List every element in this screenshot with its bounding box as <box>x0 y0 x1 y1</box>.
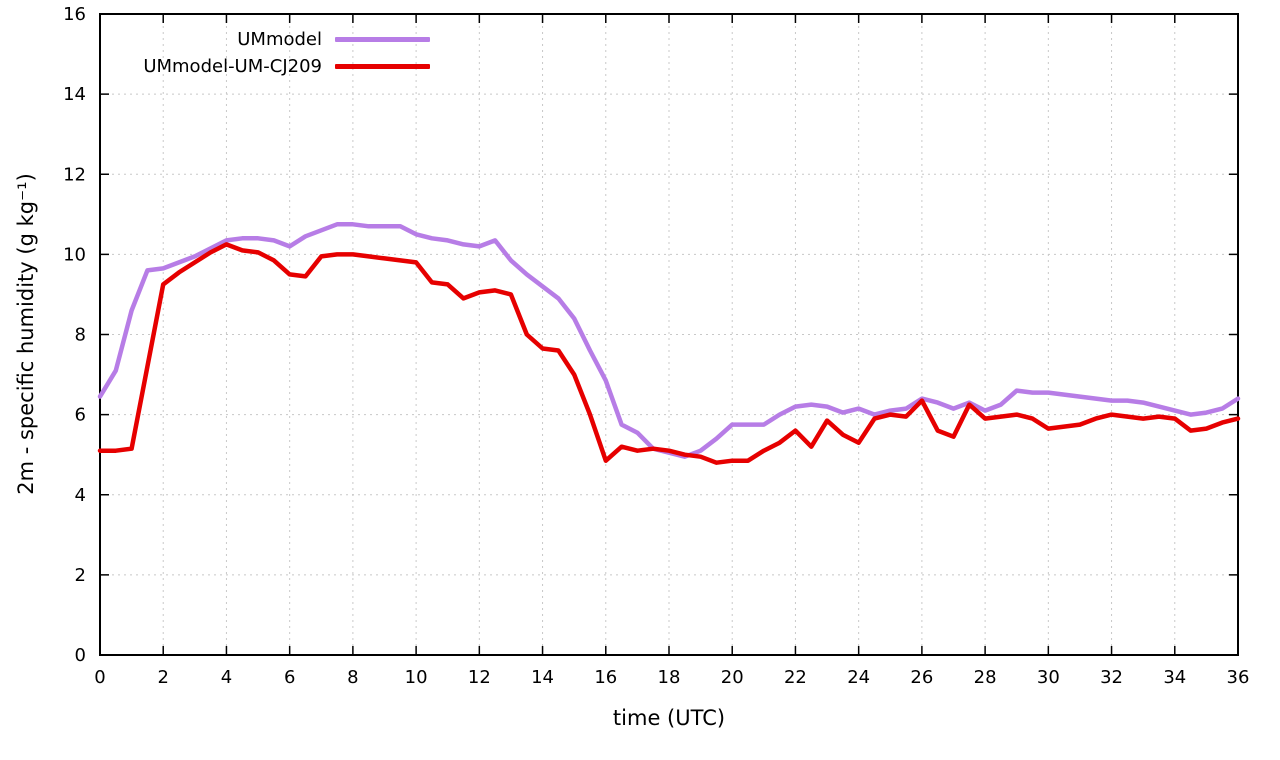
x-tick-label: 6 <box>284 667 295 688</box>
series-line-UMmodel-UM-CJ209 <box>97 242 1241 465</box>
x-tick-label: 14 <box>531 667 554 688</box>
x-tick-label: 16 <box>594 667 617 688</box>
x-tick-label: 0 <box>94 667 105 688</box>
x-tick-label: 18 <box>658 667 681 688</box>
x-tick-label: 12 <box>468 667 491 688</box>
legend-label-ummodel: UMmodel <box>237 29 322 50</box>
x-tick-label: 34 <box>1163 667 1186 688</box>
x-tick-label: 4 <box>221 667 232 688</box>
plot-border <box>99 13 1239 656</box>
x-tick-label: 10 <box>405 667 428 688</box>
legend-line-sample-ummodel <box>335 37 430 42</box>
legend-line-sample-ummodel-um-cj209 <box>335 64 430 69</box>
y-tick-label: 8 <box>75 325 86 346</box>
x-axis-label: time (UTC) <box>612 706 726 730</box>
y-axis-label: 2m - specific humidity (g kg⁻¹) <box>14 173 38 495</box>
x-tick-label: 36 <box>1227 667 1250 688</box>
y-tick-label: 4 <box>75 485 86 506</box>
y-tick-label: 6 <box>75 405 86 426</box>
y-tick-label: 16 <box>63 4 86 25</box>
x-tick-label: 26 <box>910 667 933 688</box>
x-tick-label: 24 <box>847 667 870 688</box>
chart-legend: UMmodel UMmodel-UM-CJ209 <box>100 26 430 80</box>
x-tick-label: 22 <box>784 667 807 688</box>
x-tick-label: 20 <box>721 667 744 688</box>
y-tick-label: 12 <box>63 164 86 185</box>
legend-entry-ummodel: UMmodel <box>100 26 430 53</box>
x-tick-label: 30 <box>1037 667 1060 688</box>
y-tick-label: 0 <box>75 645 86 666</box>
x-tick-label: 2 <box>157 667 168 688</box>
y-tick-label: 14 <box>63 84 86 105</box>
x-tick-label: 32 <box>1100 667 1123 688</box>
y-tick-label: 10 <box>63 244 86 265</box>
legend-label-ummodel-um-cj209: UMmodel-UM-CJ209 <box>143 56 322 77</box>
legend-entry-ummodel-um-cj209: UMmodel-UM-CJ209 <box>100 53 430 80</box>
x-tick-label: 28 <box>974 667 997 688</box>
x-tick-label: 8 <box>347 667 358 688</box>
y-tick-label: 2 <box>75 565 86 586</box>
